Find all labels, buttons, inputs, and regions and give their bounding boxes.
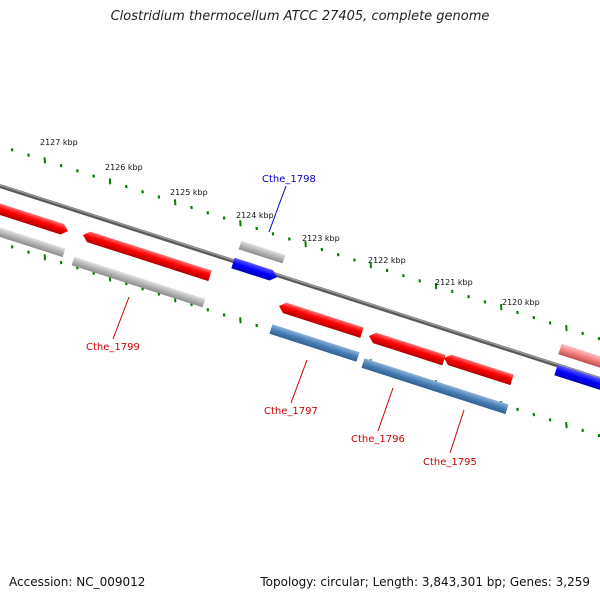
label-leaders <box>112 185 465 454</box>
gene-label-cthe-1798: Cthe_1798 <box>262 174 316 185</box>
accession-text: Accession: NC_009012 <box>9 575 146 589</box>
feature-red-cthe-1799 <box>83 231 212 282</box>
feature-steel-cthe-1797 <box>269 324 360 362</box>
scale-label-2126: 2126 kbp <box>105 163 143 172</box>
gene-label-cthe-1799: Cthe_1799 <box>86 342 140 353</box>
scale-label-2124: 2124 kbp <box>236 211 274 220</box>
scale-label-2120: 2120 kbp <box>502 298 540 307</box>
topology-text: Topology: circular; Length: 3,843,301 bp… <box>260 575 590 589</box>
gene-label-cthe-1797: Cthe_1797 <box>264 406 318 417</box>
scale-label-2127: 2127 kbp <box>40 138 78 147</box>
feature-grey-cthe-1799 <box>71 256 206 308</box>
feature-pink-1 <box>558 343 600 371</box>
scale-track-outer <box>10 148 600 341</box>
feature-red-cthe-1796 <box>369 332 446 366</box>
gene-features <box>0 200 600 415</box>
backbone <box>0 184 600 381</box>
feature-blue-cthe-1798 <box>231 257 277 281</box>
gene-labels: Cthe_1798 Cthe_1799 Cthe_1797 Cthe_1796 … <box>86 174 477 468</box>
feature-grey-1 <box>0 224 66 258</box>
feature-red-1 <box>0 200 68 235</box>
scale-label-2121: 2121 kbp <box>435 278 473 287</box>
feature-red-cthe-1795 <box>444 354 514 386</box>
feature-blue-1 <box>554 364 600 393</box>
map-title: Clostridium thermocellum ATCC 27405, com… <box>110 9 490 24</box>
gene-label-cthe-1796: Cthe_1796 <box>351 434 405 445</box>
scale-labels: 2127 kbp 2126 kbp 2125 kbp 2124 kbp 2123… <box>40 138 540 307</box>
scale-label-2123: 2123 kbp <box>302 234 340 243</box>
feature-grey-cthe-1798 <box>238 240 286 264</box>
scale-label-2125: 2125 kbp <box>170 188 208 197</box>
gene-label-cthe-1795: Cthe_1795 <box>423 457 477 468</box>
scale-label-2122: 2122 kbp <box>368 256 406 265</box>
feature-red-cthe-1797 <box>279 302 364 338</box>
feature-steel-cthe-1796 <box>361 358 509 415</box>
